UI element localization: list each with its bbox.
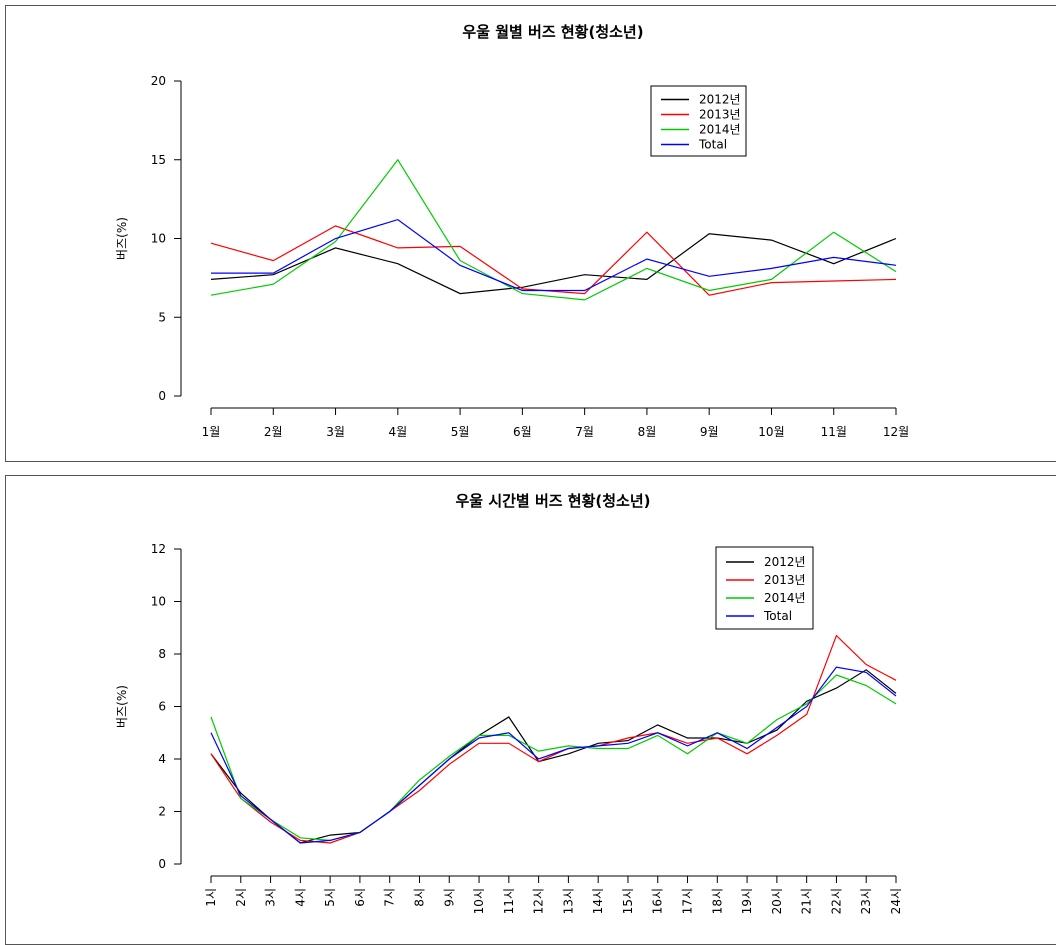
- y-tick-label: 5: [158, 310, 166, 324]
- series-line-1: [210, 225, 897, 296]
- x-tick-label: 13시: [561, 888, 575, 914]
- x-tick-label: 11월: [821, 425, 847, 439]
- chart-title: 우울 월별 버즈 현황(청소년): [462, 23, 643, 41]
- x-tick-label: 4월: [388, 425, 407, 439]
- legend-label-2: 2014년: [699, 123, 741, 137]
- hourly-chart-panel: 우울 시간별 버즈 현황(청소년) 0 2 4 6 8 10 12 버즈(%) 1시 2시 3시 4시 5…: [5, 475, 1056, 945]
- legend-label-1: 2013년: [699, 108, 741, 122]
- x-tick-label: 9월: [700, 425, 719, 439]
- chart-title: 우울 시간별 버즈 현황(청소년): [456, 492, 651, 510]
- y-tick-label: 4: [158, 752, 166, 766]
- legend-label-3: Total: [698, 138, 727, 152]
- legend-label-0: 2012년: [764, 555, 806, 569]
- x-tick-label: 1시: [204, 888, 218, 907]
- y-tick-label: 2: [158, 805, 166, 819]
- y-tick-label: 10: [151, 232, 166, 246]
- y-axis-title: 버즈(%): [115, 685, 129, 728]
- x-tick-label: 3월: [326, 425, 345, 439]
- y-tick-label: 8: [158, 647, 166, 661]
- x-tick-label: 18시: [710, 888, 724, 914]
- series-line-1: [210, 634, 897, 844]
- x-tick-label: 12월: [883, 425, 909, 439]
- x-tick-label: 21시: [800, 888, 814, 914]
- monthly-chart-panel: 우울 월별 버즈 현황(청소년) 0 5 10 15 20 버즈(%) 1월 2월 3월 4월 5월 6…: [5, 5, 1056, 462]
- x-tick-label: 7시: [383, 888, 397, 907]
- x-tick-label: 6시: [353, 888, 367, 907]
- x-tick-label: 5시: [323, 888, 337, 907]
- series-line-3: [210, 666, 897, 844]
- series-line-2: [210, 158, 897, 301]
- x-tick-label: 4시: [293, 888, 307, 907]
- x-tick-label: 5월: [451, 425, 470, 439]
- x-tick-label: 24시: [889, 888, 903, 914]
- x-tick-label: 10월: [758, 425, 784, 439]
- x-tick-label: 15시: [621, 888, 635, 914]
- y-axis-title: 버즈(%): [115, 217, 129, 260]
- x-tick-label: 10시: [472, 888, 486, 914]
- y-tick-label: 20: [151, 74, 166, 88]
- legend-label-0: 2012년: [699, 93, 741, 107]
- x-tick-label: 23시: [859, 888, 873, 914]
- series-line-3: [211, 218, 897, 292]
- x-tick-label: 2시: [234, 888, 248, 907]
- x-tick-label: 3시: [264, 888, 278, 907]
- y-tick-label: 10: [151, 595, 166, 609]
- x-tick-label: 7월: [575, 425, 594, 439]
- series-line-2: [210, 674, 897, 842]
- monthly-line-chart: 우울 월별 버즈 현황(청소년) 0 5 10 15 20 버즈(%) 1월 2월 3월 4월 5월 6…: [115, 23, 909, 439]
- x-tick-label: 1월: [202, 425, 221, 439]
- y-tick-label: 0: [158, 389, 166, 403]
- legend-label-2: 2014년: [764, 591, 806, 605]
- x-tick-label: 9시: [442, 888, 456, 907]
- x-tick-label: 17시: [681, 888, 695, 914]
- x-tick-label: 19시: [740, 888, 754, 914]
- x-tick-label: 2월: [264, 425, 283, 439]
- series-line-0: [210, 233, 897, 295]
- x-tick-label: 8시: [412, 888, 426, 907]
- x-tick-label: 14시: [591, 888, 605, 914]
- y-tick-label: 15: [151, 153, 166, 167]
- x-tick-label: 20시: [770, 888, 784, 914]
- y-tick-label: 0: [158, 857, 166, 871]
- x-tick-label: 16시: [651, 888, 665, 914]
- y-tick-label: 12: [151, 542, 166, 556]
- y-tick-label: 6: [158, 700, 166, 714]
- x-tick-label: 22시: [829, 888, 843, 914]
- hourly-line-chart: 우울 시간별 버즈 현황(청소년) 0 2 4 6 8 10 12 버즈(%) 1시 2시 3시 4시 5…: [115, 492, 903, 914]
- legend-label-3: Total: [763, 609, 792, 623]
- x-tick-label: 6월: [513, 425, 532, 439]
- x-tick-label: 11시: [502, 888, 516, 914]
- legend-label-1: 2013년: [764, 573, 806, 587]
- x-tick-label: 8월: [638, 425, 657, 439]
- series-line-0: [210, 669, 897, 844]
- x-tick-label: 12시: [532, 888, 546, 914]
